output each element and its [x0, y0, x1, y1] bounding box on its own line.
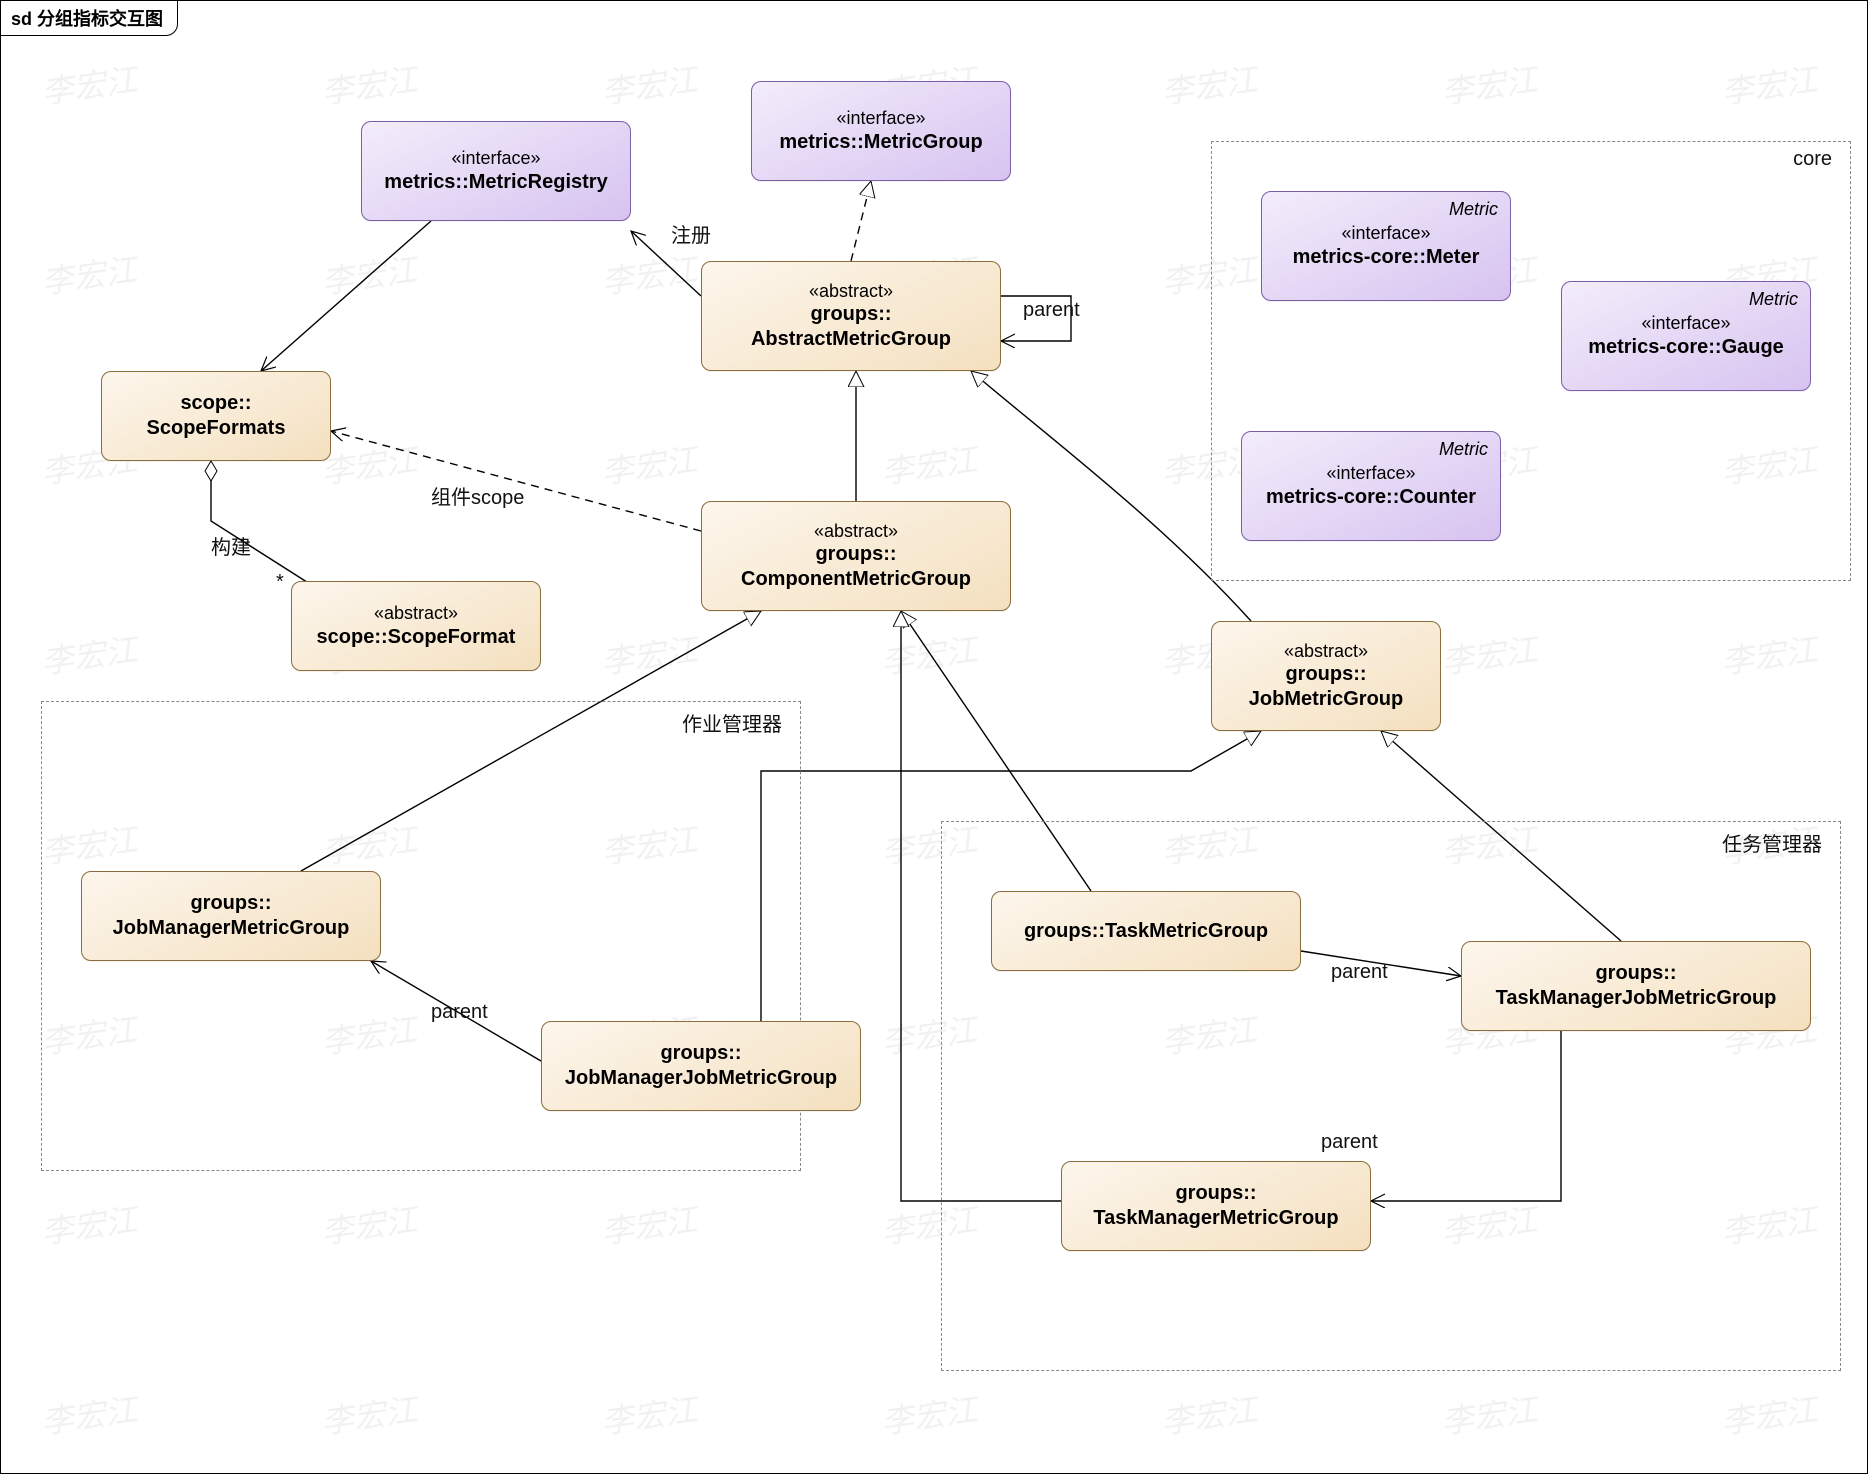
label-parent-amg: parent	[1023, 299, 1080, 322]
ns: groups::	[1285, 663, 1366, 685]
stereotype: «interface»	[451, 147, 540, 170]
node-metric-group: «interface» metrics::MetricGroup	[751, 81, 1011, 181]
ns: groups::	[1175, 1182, 1256, 1204]
cls: AbstractMetricGroup	[751, 328, 951, 350]
ns: groups::	[810, 303, 891, 325]
stereotype: «abstract»	[1284, 640, 1368, 663]
classname: groups:: JobMetricGroup	[1249, 662, 1403, 712]
label-parent-jm: parent	[431, 1001, 488, 1024]
node-meter: Metric «interface» metrics-core::Meter	[1261, 191, 1511, 301]
package-jobmgr-label: 作业管理器	[682, 708, 782, 737]
metric-tag: Metric	[1439, 438, 1488, 461]
metric-tag: Metric	[1449, 198, 1498, 221]
classname: scope::ScopeFormat	[317, 625, 516, 650]
classname: metrics-core::Counter	[1266, 485, 1476, 510]
classname: scope:: ScopeFormats	[147, 391, 286, 441]
ns: groups::	[190, 892, 271, 914]
cls: ComponentMetricGroup	[741, 568, 971, 590]
cls: JobManagerJobMetricGroup	[565, 1067, 837, 1089]
ns: scope::	[180, 392, 251, 414]
ns: groups::	[815, 543, 896, 565]
cls: JobManagerMetricGroup	[113, 917, 350, 939]
stereotype: «interface»	[1326, 462, 1415, 485]
label-build: 构建	[211, 531, 251, 560]
node-taskmanager-job-mg: groups:: TaskManagerJobMetricGroup	[1461, 941, 1811, 1031]
node-gauge: Metric «interface» metrics-core::Gauge	[1561, 281, 1811, 391]
classname: metrics-core::Meter	[1293, 245, 1480, 270]
node-counter: Metric «interface» metrics-core::Counter	[1241, 431, 1501, 541]
classname: groups:: AbstractMetricGroup	[751, 302, 951, 352]
cls: JobMetricGroup	[1249, 688, 1403, 710]
classname: metrics::MetricRegistry	[384, 170, 607, 195]
node-component-metric-group: «abstract» groups:: ComponentMetricGroup	[701, 501, 1011, 611]
stereotype: «abstract»	[814, 520, 898, 543]
diagram-canvas: sd 分组指标交互图 李宏江李宏江李宏江李宏江李宏江李宏江李宏江李宏江李宏江李宏…	[0, 0, 1868, 1474]
metric-tag: Metric	[1749, 288, 1798, 311]
stereotype: «abstract»	[374, 602, 458, 625]
diagram-title: sd 分组指标交互图	[1, 1, 178, 36]
node-jobmanager-job-mg: groups:: JobManagerJobMetricGroup	[541, 1021, 861, 1111]
package-taskmgr-label: 任务管理器	[1722, 828, 1822, 857]
node-scope-formats: scope:: ScopeFormats	[101, 371, 331, 461]
stereotype: «interface»	[1641, 312, 1730, 335]
package-core-label: core	[1793, 148, 1832, 171]
stereotype: «abstract»	[809, 280, 893, 303]
node-abstract-metric-group: «abstract» groups:: AbstractMetricGroup	[701, 261, 1001, 371]
label-comp-scope: 组件scope	[431, 481, 524, 510]
classname: groups:: TaskManagerMetricGroup	[1093, 1181, 1338, 1231]
node-taskmanager-mg: groups:: TaskManagerMetricGroup	[1061, 1161, 1371, 1251]
stereotype: «interface»	[836, 107, 925, 130]
node-scope-format: «abstract» scope::ScopeFormat	[291, 581, 541, 671]
label-parent-tm1: parent	[1331, 961, 1388, 984]
stereotype: «interface»	[1341, 222, 1430, 245]
ns: groups::	[660, 1042, 741, 1064]
label-register: 注册	[671, 219, 711, 248]
classname: groups:: ComponentMetricGroup	[741, 542, 971, 592]
classname: groups:: JobManagerJobMetricGroup	[565, 1041, 837, 1091]
cls: ScopeFormats	[147, 417, 286, 439]
cls: TaskManagerMetricGroup	[1093, 1207, 1338, 1229]
cls: TaskManagerJobMetricGroup	[1496, 987, 1777, 1009]
node-task-mg: groups::TaskMetricGroup	[991, 891, 1301, 971]
classname: metrics-core::Gauge	[1588, 335, 1784, 360]
classname: groups:: JobManagerMetricGroup	[113, 891, 350, 941]
classname: metrics::MetricGroup	[779, 130, 982, 155]
label-star: *	[276, 571, 284, 594]
classname: groups:: TaskManagerJobMetricGroup	[1496, 961, 1777, 1011]
ns: groups::	[1595, 962, 1676, 984]
node-job-metric-group: «abstract» groups:: JobMetricGroup	[1211, 621, 1441, 731]
label-parent-tm2: parent	[1321, 1131, 1378, 1154]
node-jobmanager-mg: groups:: JobManagerMetricGroup	[81, 871, 381, 961]
node-metric-registry: «interface» metrics::MetricRegistry	[361, 121, 631, 221]
classname: groups::TaskMetricGroup	[1024, 919, 1268, 944]
